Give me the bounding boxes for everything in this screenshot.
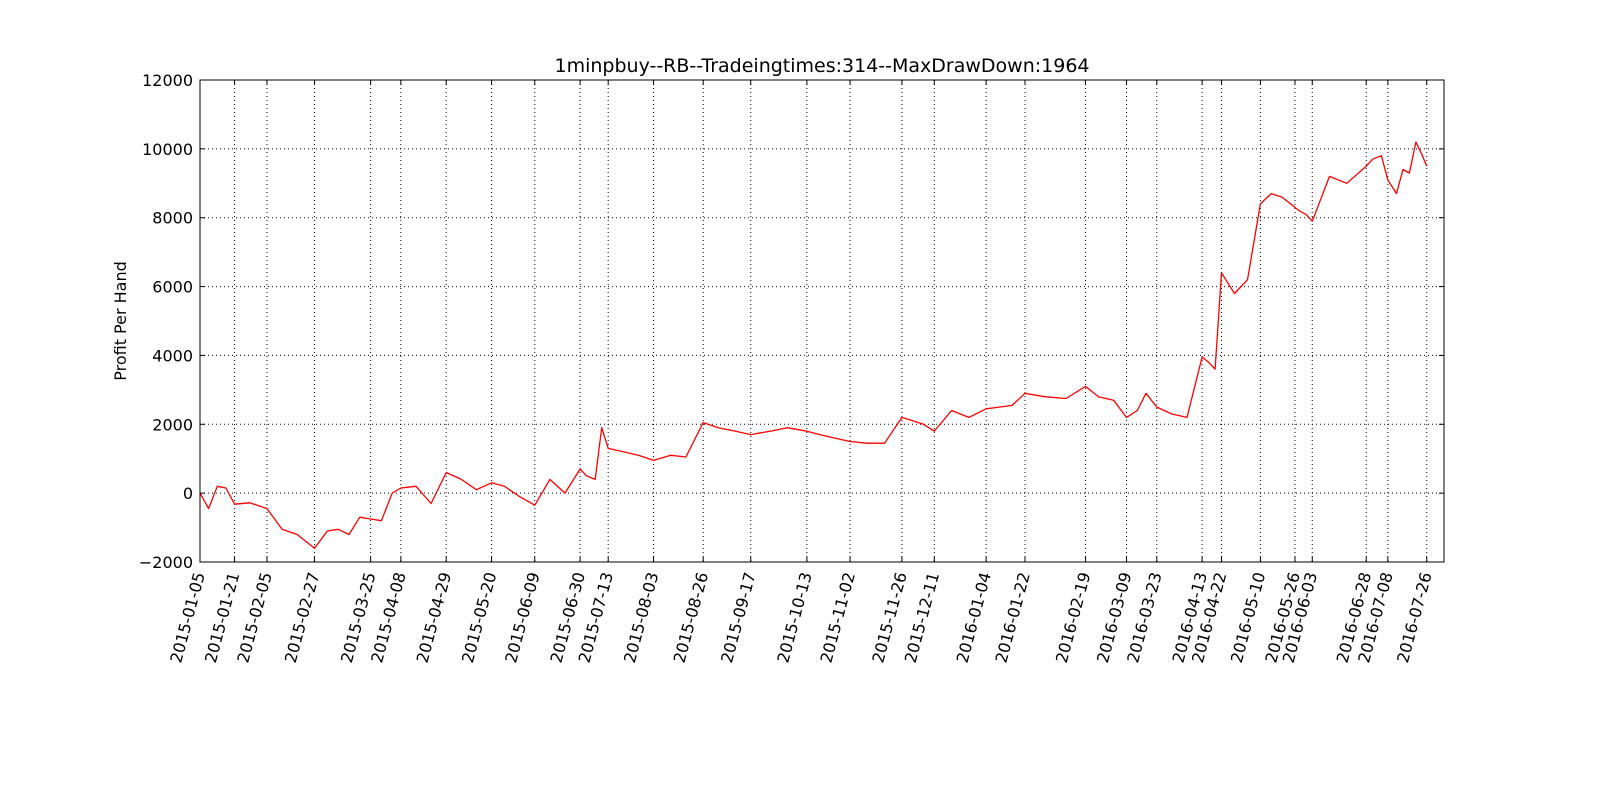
series-layer <box>199 141 1428 549</box>
y-tick-label: 12000 <box>142 71 193 90</box>
y-axis: −2000 0 2000 4000 6000 8000 10000 12000 <box>139 71 1444 572</box>
y-tick-label: −2000 <box>139 553 193 572</box>
y-tick-label: 10000 <box>142 140 193 159</box>
series-line <box>199 141 1428 549</box>
plot-frame <box>199 79 1445 563</box>
y-tick-label: 2000 <box>152 415 193 434</box>
y-tick-label: 4000 <box>152 346 193 365</box>
grid <box>199 79 1444 563</box>
y-tick-label: 0 <box>183 484 193 503</box>
y-tick-label: 8000 <box>152 209 193 228</box>
chart-title: 1minpbuy--RB--Tradeingtimes:314--MaxDraw… <box>554 55 1089 77</box>
y-axis-label: Profit Per Hand <box>111 261 130 381</box>
y-tick-label: 6000 <box>152 278 193 297</box>
